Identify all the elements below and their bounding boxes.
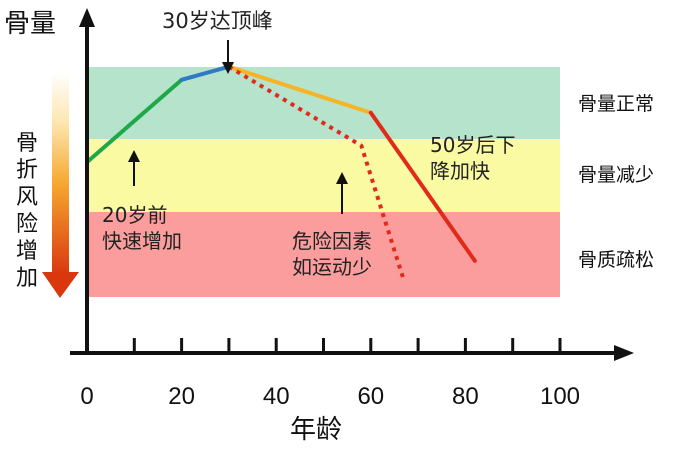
- risk-label-char: 险: [16, 212, 38, 237]
- x-tick-label-40: 40: [263, 383, 290, 410]
- y-axis-title: 骨量: [4, 9, 56, 39]
- y-axis-arrow: [79, 8, 95, 27]
- x-tick-label-60: 60: [357, 383, 384, 410]
- zone-reduced: [87, 139, 560, 212]
- series-line-0: [85, 77, 184, 165]
- after50-line2: 降加快: [430, 159, 490, 183]
- peak-annotation: 30岁达顶峰: [162, 9, 273, 33]
- zone-label-osteoporosis: 骨质疏松: [578, 249, 654, 271]
- risk-factor-line2: 如运动少: [292, 255, 372, 279]
- risk-label-char: 加: [16, 266, 38, 291]
- series-line-1: [179, 64, 231, 82]
- before20-pointer-head: [128, 150, 140, 162]
- x-tick-label-20: 20: [168, 383, 195, 410]
- x-tick-label-100: 100: [540, 383, 580, 410]
- series-line-4: [227, 64, 406, 282]
- x-tick-label-80: 80: [452, 383, 479, 410]
- risk-factor-line1: 危险因素: [292, 229, 372, 253]
- series-line-2: [226, 64, 373, 115]
- zone-label-normal: 骨量正常: [578, 93, 654, 115]
- x-axis-arrow: [614, 345, 634, 361]
- risk-factor-pointer-head: [336, 172, 348, 184]
- x-axis-title: 年龄: [290, 415, 342, 445]
- tick-layer: 0 20 40 60 80 100: [80, 338, 580, 410]
- series-layer: [85, 64, 477, 282]
- zone-label-reduced: 骨量减少: [578, 164, 654, 186]
- risk-label-char: 风: [16, 185, 38, 210]
- series-line-3: [368, 110, 477, 263]
- risk-label-char: 增: [16, 239, 38, 264]
- zone-osteoporosis: [87, 212, 560, 297]
- peak-pointer-head: [222, 62, 234, 74]
- risk-arrow-shaft: [52, 72, 69, 274]
- risk-arrow-head: [42, 272, 79, 298]
- risk-label-char: 骨: [16, 131, 38, 156]
- after50-line1: 50岁后下: [430, 133, 515, 157]
- before20-line1: 20岁前: [102, 203, 167, 227]
- before20-line2: 快速增加: [102, 229, 182, 253]
- zone-normal: [87, 67, 560, 139]
- x-tick-label-0: 0: [80, 383, 93, 410]
- risk-label-char: 折: [16, 158, 38, 183]
